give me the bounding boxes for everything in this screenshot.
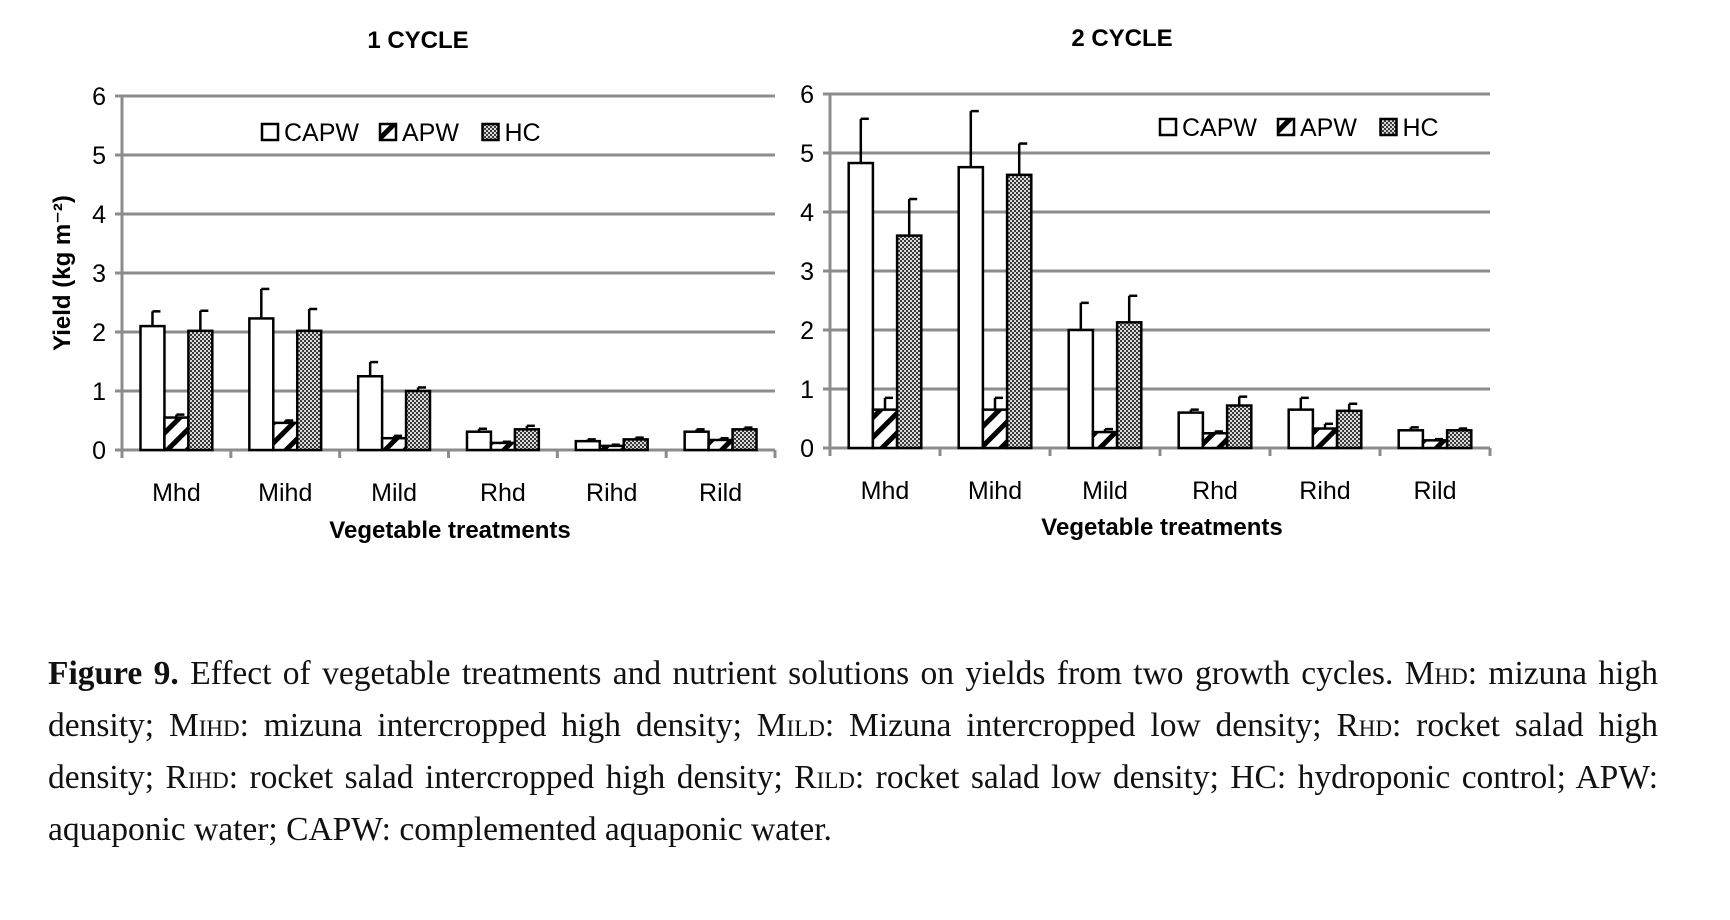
legend-swatch-capw	[260, 122, 280, 142]
caption-abbr-mhd: Mhd	[1404, 655, 1468, 692]
caption-text: : rocket salad high density;	[48, 707, 1658, 796]
bar-hc	[513, 428, 541, 452]
x-tick-label: Mhd	[152, 479, 201, 507]
figure-caption: Figure 9. Effect of vegetable treatments…	[48, 648, 1658, 856]
bar-capw	[139, 324, 166, 452]
bar-capw	[957, 165, 985, 450]
y-tick-label: 2	[800, 317, 814, 345]
bar-capw	[574, 439, 602, 452]
y-tick-label: 1	[92, 378, 106, 406]
bar-hc	[1335, 409, 1363, 450]
bar-hc	[187, 329, 214, 452]
caption-text: : rocket salad low density; HC: hydropon…	[48, 759, 1658, 848]
legend-label-capw: CAPW	[284, 119, 359, 147]
x-tick-label: Mhd	[861, 477, 910, 505]
x-tick-label: Mild	[371, 479, 417, 507]
y-tick-label: 4	[92, 201, 106, 229]
bar-capw	[847, 161, 875, 450]
bar-apw	[1201, 432, 1229, 450]
bar-hc	[1225, 404, 1253, 450]
y-tick-label: 0	[92, 437, 106, 465]
bar-apw	[1311, 427, 1339, 450]
legend-label-apw: APW	[1300, 114, 1357, 142]
y-tick-label: 3	[800, 258, 814, 286]
legend-label-capw: CAPW	[1182, 114, 1257, 142]
y-tick-label: 6	[800, 81, 814, 109]
bar-hc	[1005, 173, 1033, 450]
bar-capw	[1177, 411, 1205, 450]
legend-swatch-apw	[1276, 117, 1296, 137]
legend-label-hc: HC	[505, 119, 541, 147]
caption-text: : rocket salad intercropped high density…	[228, 759, 795, 796]
chart-cycle-2: 0 1 2 3 4 5 6 Mhd Mihd Mild Rhd Rihd Rild CAPW APW HC 2 …	[800, 25, 1492, 541]
bar-capw	[1287, 408, 1315, 450]
caption-text: Effect of vegetable treatments and nutri…	[178, 655, 1405, 692]
x-axis-label: Vegetable treatments	[329, 517, 570, 544]
bar-apw	[871, 408, 899, 450]
x-axis-label: Vegetable treatments	[1041, 514, 1282, 541]
figure-9-charts: 0 1 2 3 4 5 6 Mhd Mihd Mild Rhd Rihd Rild CAPW APW HC 1 …	[49, 25, 1492, 544]
bar-hc	[895, 234, 923, 450]
bar-apw	[1421, 439, 1449, 450]
x-tick-label: Rild	[699, 479, 742, 507]
y-tick-label: 5	[92, 142, 106, 170]
bar-capw	[356, 375, 384, 452]
legend-label-hc: HC	[1403, 114, 1439, 142]
x-tick-label: Rhd	[1192, 477, 1238, 505]
y-tick-label: 1	[800, 376, 814, 404]
bar-capw	[465, 430, 493, 452]
legend: CAPW APW HC	[1158, 114, 1439, 142]
chart-title: 1 CYCLE	[367, 27, 468, 54]
caption-abbr-rhd: Rhd	[1336, 707, 1393, 744]
bar-hc	[731, 428, 758, 452]
y-tick-label: 0	[800, 435, 814, 463]
legend-swatch-hc	[481, 122, 500, 142]
bar-hc	[295, 329, 323, 452]
caption-figure-label: Figure 9.	[48, 655, 179, 692]
x-tick-label: Mihd	[258, 479, 312, 507]
x-tick-label: Rihd	[1299, 477, 1350, 505]
legend-label-apw: APW	[402, 119, 459, 147]
bar-hc	[1445, 429, 1473, 450]
chart-title: 2 CYCLE	[1071, 25, 1172, 52]
x-tick-label: Rihd	[586, 479, 637, 507]
caption-abbr-rihd: Rihd	[165, 759, 229, 796]
bar-apw	[272, 421, 299, 452]
bar-capw	[1067, 328, 1095, 450]
bar-apw	[707, 438, 734, 452]
bar-apw	[380, 436, 408, 452]
bar-apw	[489, 441, 517, 452]
x-tick-label: Rild	[1413, 477, 1456, 505]
caption-text: : Mizuna intercropped low density;	[824, 707, 1337, 744]
x-tick-label: Mild	[1082, 477, 1128, 505]
bar-apw	[981, 408, 1009, 450]
legend-swatch-capw	[1158, 117, 1178, 137]
legend-swatch-apw	[378, 122, 398, 142]
legend-swatch-hc	[1379, 117, 1398, 137]
legend: CAPW APW HC	[260, 119, 541, 147]
x-tick-label: Mihd	[968, 477, 1022, 505]
chart-cycle-1: 0 1 2 3 4 5 6 Mhd Mihd Mild Rhd Rihd Rild CAPW APW HC 1 …	[49, 27, 777, 544]
caption-text: : mizuna intercropped high density;	[239, 707, 757, 744]
y-tick-label: 4	[800, 199, 814, 227]
bar-hc	[404, 389, 432, 452]
caption-abbr-mihd: Mihd	[168, 707, 240, 744]
y-tick-label: 6	[92, 83, 106, 111]
bar-apw	[1091, 430, 1119, 450]
bar-capw	[1397, 429, 1425, 450]
caption-text: : mizuna high density;	[48, 655, 1658, 744]
y-tick-label: 3	[92, 260, 106, 288]
bar-capw	[248, 317, 275, 452]
bar-hc	[1115, 321, 1143, 450]
x-tick-label: Rhd	[480, 479, 526, 507]
y-tick-label: 5	[800, 140, 814, 168]
bar-capw	[683, 430, 710, 452]
bar-apw	[598, 444, 625, 452]
y-axis-label: Yield (kg m⁻²)	[49, 195, 76, 351]
y-tick-label: 2	[92, 319, 106, 347]
bar-apw	[163, 416, 190, 452]
caption-abbr-mild: Mild	[756, 707, 825, 744]
bar-hc	[622, 438, 649, 452]
caption-abbr-rild: Rild	[794, 759, 855, 796]
